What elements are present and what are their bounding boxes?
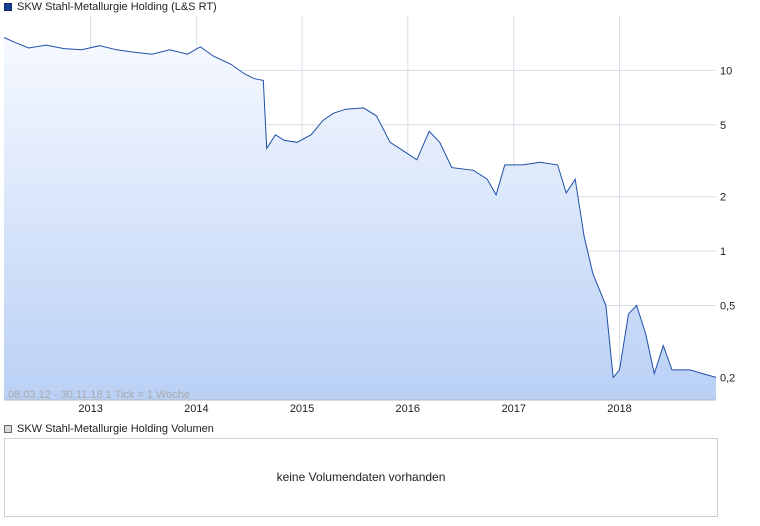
- x-tick-label: 2018: [607, 403, 631, 415]
- y-tick-label: 5: [720, 120, 726, 132]
- price-legend: SKW Stahl-Metallurgie Holding (L&S RT): [4, 0, 217, 13]
- volume-legend-swatch: [4, 424, 12, 433]
- x-tick-label: 2016: [396, 403, 420, 415]
- y-tick-label: 1: [720, 246, 726, 258]
- volume-legend: SKW Stahl-Metallurgie Holding Volumen: [4, 422, 214, 435]
- price-legend-swatch: [4, 2, 12, 11]
- x-tick-label: 2017: [502, 403, 526, 415]
- price-area: [4, 37, 716, 400]
- volume-panel: keine Volumendaten vorhanden: [4, 438, 718, 517]
- price-legend-label: SKW Stahl-Metallurgie Holding (L&S RT): [17, 0, 217, 13]
- y-axis-ticks: 10 5 2 1 0,5 0,2: [720, 65, 735, 384]
- x-tick-label: 2013: [78, 403, 102, 415]
- y-tick-label: 0,2: [720, 372, 735, 384]
- y-tick-label: 0,5: [720, 301, 735, 313]
- x-tick-label: 2015: [290, 403, 314, 415]
- y-tick-label: 2: [720, 192, 726, 204]
- y-tick-label: 10: [720, 65, 732, 77]
- volume-legend-label: SKW Stahl-Metallurgie Holding Volumen: [17, 422, 214, 435]
- x-axis-ticks: 2013 2014 2015 2016 2017 2018: [78, 403, 631, 415]
- date-range-label: 08.03.12 - 30.11.18 1 Tick = 1 Woche: [8, 389, 190, 401]
- volume-empty-message: keine Volumendaten vorhanden: [276, 470, 446, 484]
- x-tick-label: 2014: [184, 403, 208, 415]
- price-chart: 10 5 2 1 0,5 0,2 2013 2014 2015 2016 2017 2018 08.…: [3, 16, 735, 415]
- price-line: [3, 37, 717, 379]
